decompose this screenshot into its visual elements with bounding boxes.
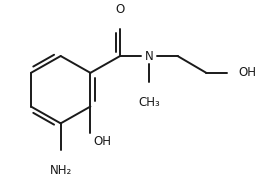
Text: NH₂: NH₂ xyxy=(50,164,72,177)
Text: CH₃: CH₃ xyxy=(138,96,160,109)
Text: O: O xyxy=(115,3,125,16)
Text: OH: OH xyxy=(238,66,256,79)
Text: OH: OH xyxy=(93,135,111,148)
Text: N: N xyxy=(144,50,153,62)
